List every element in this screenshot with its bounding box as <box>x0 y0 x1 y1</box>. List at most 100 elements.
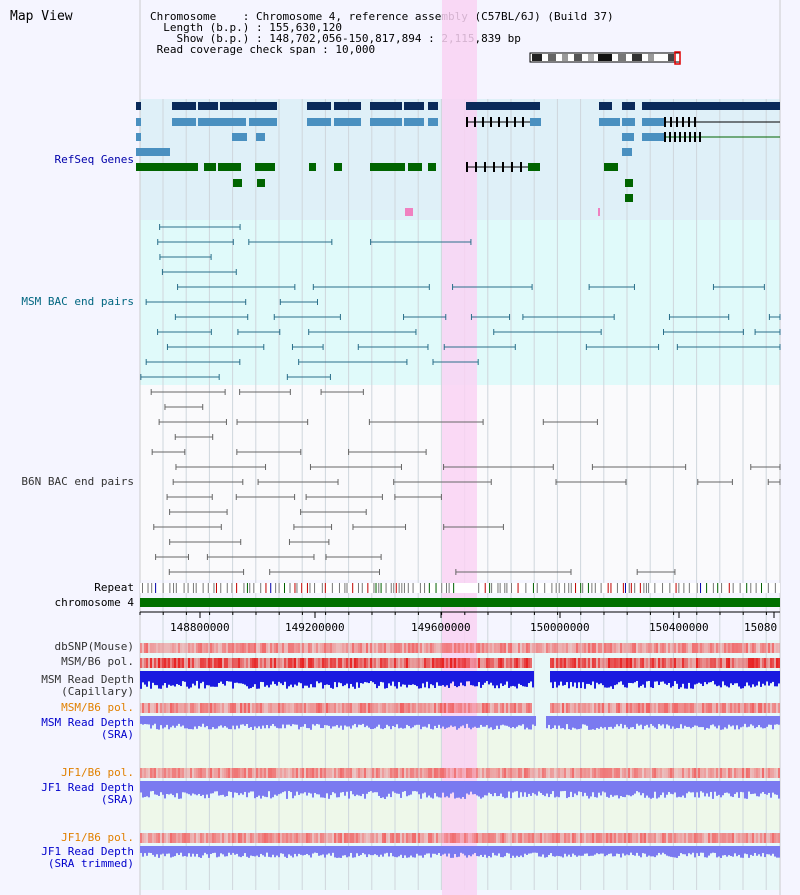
depth-bar <box>710 846 712 854</box>
depth-bar <box>312 846 314 854</box>
gene-block[interactable] <box>625 179 633 187</box>
gene-block[interactable] <box>622 102 635 110</box>
depth-bar <box>162 846 164 854</box>
heat-cell <box>498 703 500 713</box>
gene-block[interactable] <box>428 163 436 171</box>
gene-block[interactable] <box>428 102 438 110</box>
gene-block[interactable] <box>404 118 424 126</box>
gene-block[interactable] <box>233 179 242 187</box>
gene-block[interactable] <box>136 133 141 141</box>
jf1-read-depth-label-1[interactable]: JF1 Read Depth <box>41 781 134 794</box>
msm-bac-label[interactable]: MSM BAC end pairs <box>21 295 134 308</box>
jf1-b6-pol-trimmed-label[interactable]: JF1/B6 pol. <box>61 831 134 844</box>
gene-block[interactable] <box>198 102 218 110</box>
msm-read-depth-capillary-label-2[interactable]: (Capillary) <box>61 685 134 698</box>
heat-cell <box>208 768 210 778</box>
heat-cell <box>624 643 626 653</box>
msm-b6-pol-label[interactable]: MSM/B6 pol. <box>61 655 134 668</box>
marker[interactable] <box>405 208 413 216</box>
gene-block[interactable] <box>255 163 275 171</box>
b6n-bac-label[interactable]: B6N BAC end pairs <box>21 475 134 488</box>
depth-bar <box>504 781 506 799</box>
heat-cell <box>386 643 388 653</box>
heat-cell <box>574 703 576 713</box>
depth-bar <box>760 846 762 857</box>
repeat-element <box>504 583 506 593</box>
repeat-element <box>357 583 359 593</box>
gene-block[interactable] <box>136 148 170 156</box>
depth-bar <box>166 846 168 854</box>
gene-block[interactable] <box>622 133 634 141</box>
gene-block[interactable] <box>642 118 664 126</box>
heat-cell <box>408 833 410 843</box>
gene-block[interactable] <box>172 118 196 126</box>
highlight-region[interactable] <box>442 0 477 895</box>
gene-block[interactable] <box>370 102 402 110</box>
marker[interactable] <box>598 208 600 216</box>
gene-block[interactable] <box>642 133 664 141</box>
msm-b6-pol-sra-label[interactable]: MSM/B6 pol. <box>61 701 134 714</box>
depth-bar <box>544 781 546 797</box>
gene-block[interactable] <box>334 163 342 171</box>
jf1-read-depth-trimmed-label-1[interactable]: JF1 Read Depth <box>41 845 134 858</box>
gene-block[interactable] <box>307 102 331 110</box>
heat-cell <box>244 703 246 713</box>
dbsnp-label[interactable]: dbSNP(Mouse) <box>54 640 134 653</box>
gene-block[interactable] <box>404 102 424 110</box>
gene-block[interactable] <box>622 148 632 156</box>
gene-block[interactable] <box>309 163 316 171</box>
gene-block[interactable] <box>428 118 438 126</box>
msm-read-depth-sra-label-1[interactable]: MSM Read Depth <box>41 716 134 729</box>
heat-cell <box>648 658 650 668</box>
gene-block[interactable] <box>249 118 277 126</box>
gene-block[interactable] <box>198 118 246 126</box>
refseq-genes-label[interactable]: RefSeq Genes <box>54 153 134 166</box>
gene-block[interactable] <box>528 163 540 171</box>
heat-cell <box>706 833 708 843</box>
jf1-read-depth-trimmed-label-2[interactable]: (SRA trimmed) <box>47 857 134 870</box>
heat-cell <box>510 658 512 668</box>
gene-block[interactable] <box>136 118 141 126</box>
gene-block[interactable] <box>136 102 141 110</box>
msm-read-depth-capillary-label-1[interactable]: MSM Read Depth <box>41 673 134 686</box>
gene-block[interactable] <box>625 194 633 202</box>
gene-block[interactable] <box>370 163 405 171</box>
gene-block[interactable] <box>204 163 216 171</box>
depth-bar <box>472 846 474 855</box>
jf1-read-depth-label-2[interactable]: (SRA) <box>100 793 134 806</box>
heat-cell <box>142 833 144 843</box>
heat-cell <box>564 658 566 668</box>
gene-block[interactable] <box>232 133 247 141</box>
gene-block[interactable] <box>334 102 361 110</box>
gene-block[interactable] <box>136 163 198 171</box>
repeat-element <box>445 583 447 593</box>
gene-block[interactable] <box>642 102 780 110</box>
gene-block[interactable] <box>257 179 265 187</box>
gene-block[interactable] <box>599 118 620 126</box>
gene-block[interactable] <box>604 163 618 171</box>
gene-block[interactable] <box>256 133 265 141</box>
gene-block[interactable] <box>599 102 612 110</box>
gene-block[interactable] <box>408 163 422 171</box>
heat-cell <box>744 643 746 653</box>
depth-bar <box>674 671 676 682</box>
gene-block[interactable] <box>530 118 541 126</box>
msm-read-depth-sra-label-2[interactable]: (SRA) <box>100 728 134 741</box>
repeat-track[interactable] <box>140 583 780 593</box>
gene-block[interactable] <box>220 102 277 110</box>
gene-block[interactable] <box>622 118 635 126</box>
depth-bar <box>280 716 282 729</box>
heat-cell <box>352 658 354 668</box>
gene-block[interactable] <box>334 118 361 126</box>
gene-block[interactable] <box>307 118 331 126</box>
jf1-b6-pol-label[interactable]: JF1/B6 pol. <box>61 766 134 779</box>
depth-bar <box>522 781 524 797</box>
gene-block[interactable] <box>466 102 540 110</box>
gene-block[interactable] <box>218 163 241 171</box>
heat-cell <box>454 833 456 843</box>
gene-block[interactable] <box>370 118 402 126</box>
gene-block[interactable] <box>172 102 196 110</box>
chromosome-bar[interactable] <box>140 598 780 607</box>
chromosome-ideogram[interactable] <box>528 51 688 65</box>
